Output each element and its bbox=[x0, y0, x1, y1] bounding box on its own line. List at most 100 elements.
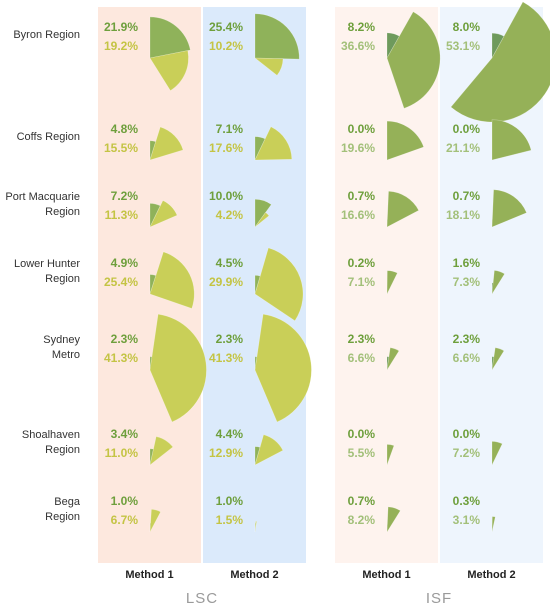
column-background-3 bbox=[335, 7, 438, 563]
value-label-first: 7.1% bbox=[216, 122, 244, 136]
value-label-first: 2.3% bbox=[111, 332, 139, 346]
value-label-second: 16.6% bbox=[341, 208, 375, 222]
wedge-second bbox=[386, 506, 401, 534]
wedge-first bbox=[149, 16, 191, 59]
wedge-second bbox=[149, 200, 178, 228]
value-label-second: 7.1% bbox=[348, 275, 376, 289]
wedge-first bbox=[149, 448, 154, 466]
value-label-first: 0.7% bbox=[348, 189, 376, 203]
wedge-first bbox=[254, 136, 266, 161]
wedge-first bbox=[149, 274, 157, 295]
wedge-second bbox=[491, 516, 496, 533]
wedge-second bbox=[450, 1, 550, 123]
wedge-second bbox=[149, 313, 207, 423]
value-label-second: 25.4% bbox=[104, 275, 138, 289]
value-label-second: 53.1% bbox=[446, 39, 480, 53]
value-label-first: 0.2% bbox=[348, 256, 376, 270]
value-label-second: 6.7% bbox=[111, 513, 139, 527]
value-label-second: 41.3% bbox=[209, 351, 243, 365]
value-label-second: 18.1% bbox=[446, 208, 480, 222]
value-label-first: 4.8% bbox=[111, 122, 139, 136]
value-label-first: 0.3% bbox=[453, 494, 481, 508]
region-label: Region bbox=[45, 273, 80, 285]
value-label-second: 6.6% bbox=[453, 351, 481, 365]
value-label-first: 1.6% bbox=[453, 256, 481, 270]
value-label-second: 12.9% bbox=[209, 446, 243, 460]
value-label-first: 10.0% bbox=[209, 189, 243, 203]
wedge-first bbox=[491, 32, 505, 59]
wedge-second bbox=[386, 270, 398, 295]
wedge-second bbox=[254, 313, 312, 423]
value-label-second: 21.1% bbox=[446, 141, 480, 155]
region-label: Lower Hunter bbox=[14, 258, 80, 270]
wedge-second bbox=[386, 190, 420, 228]
wedge-second bbox=[491, 189, 527, 228]
value-label-second: 4.2% bbox=[216, 208, 244, 222]
wedge-first bbox=[149, 522, 151, 533]
value-label-second: 11.0% bbox=[105, 446, 139, 460]
value-label-first: 25.4% bbox=[209, 20, 243, 34]
region-label: Region bbox=[45, 511, 80, 523]
wedge-second bbox=[491, 347, 505, 371]
value-label-first: 0.7% bbox=[348, 494, 376, 508]
value-label-second: 1.5% bbox=[216, 513, 244, 527]
value-label-second: 6.6% bbox=[348, 351, 376, 365]
value-label-second: 36.6% bbox=[341, 39, 375, 53]
value-label-second: 11.3% bbox=[105, 208, 139, 222]
region-label: Port Macquarie bbox=[5, 191, 80, 203]
wedge-second bbox=[254, 434, 284, 466]
value-label-first: 1.0% bbox=[111, 494, 139, 508]
value-label-first: 4.4% bbox=[216, 427, 244, 441]
value-label-first: 0.0% bbox=[348, 427, 376, 441]
wedge-second bbox=[386, 120, 425, 161]
value-label-second: 7.2% bbox=[453, 446, 481, 460]
wedge-second bbox=[149, 251, 195, 309]
value-label-second: 17.6% bbox=[209, 141, 243, 155]
value-label-first: 0.0% bbox=[453, 122, 481, 136]
wedge-second bbox=[386, 444, 395, 466]
wedge-second bbox=[491, 119, 532, 161]
region-label: Bega bbox=[54, 496, 81, 508]
value-label-first: 3.4% bbox=[111, 427, 139, 441]
region-label: Region bbox=[45, 206, 80, 218]
wedge-second bbox=[254, 212, 270, 228]
value-label-second: 29.9% bbox=[209, 275, 243, 289]
value-label-first: 8.0% bbox=[453, 20, 481, 34]
wedge-first bbox=[149, 203, 161, 228]
value-label-first: 4.9% bbox=[111, 256, 139, 270]
value-label-second: 8.2% bbox=[348, 513, 376, 527]
wedge-second bbox=[386, 11, 441, 109]
wedge-second bbox=[149, 436, 174, 466]
wedge-second bbox=[149, 508, 161, 533]
method-label: Method 1 bbox=[125, 569, 173, 581]
value-label-second: 19.6% bbox=[341, 141, 375, 155]
value-label-first: 0.7% bbox=[453, 189, 481, 203]
wedge-second bbox=[254, 520, 258, 533]
wedge-second bbox=[491, 270, 506, 295]
value-label-second: 3.1% bbox=[453, 513, 481, 527]
value-label-first: 21.9% bbox=[104, 20, 138, 34]
wedge-second bbox=[254, 126, 293, 161]
region-label: Shoalhaven bbox=[22, 429, 80, 441]
value-label-first: 1.0% bbox=[216, 494, 244, 508]
value-label-second: 19.2% bbox=[104, 39, 138, 53]
region-label: Byron Region bbox=[13, 29, 80, 41]
wedge-second bbox=[149, 50, 189, 92]
value-label-first: 2.3% bbox=[216, 332, 244, 346]
wedge-second bbox=[491, 441, 503, 466]
value-label-first: 7.2% bbox=[111, 189, 139, 203]
region-label: Region bbox=[45, 444, 80, 456]
value-label-second: 7.3% bbox=[453, 275, 481, 289]
wedge-second bbox=[254, 247, 304, 322]
value-label-first: 2.3% bbox=[348, 332, 376, 346]
method-label: Method 2 bbox=[230, 569, 278, 581]
value-label-first: 0.0% bbox=[453, 427, 481, 441]
group-label: LSC bbox=[186, 590, 218, 607]
value-label-first: 8.2% bbox=[348, 20, 376, 34]
region-label: Metro bbox=[52, 349, 80, 361]
region-label: Sydney bbox=[43, 334, 80, 346]
value-label-first: 2.3% bbox=[453, 332, 481, 346]
value-label-first: 0.0% bbox=[348, 122, 376, 136]
